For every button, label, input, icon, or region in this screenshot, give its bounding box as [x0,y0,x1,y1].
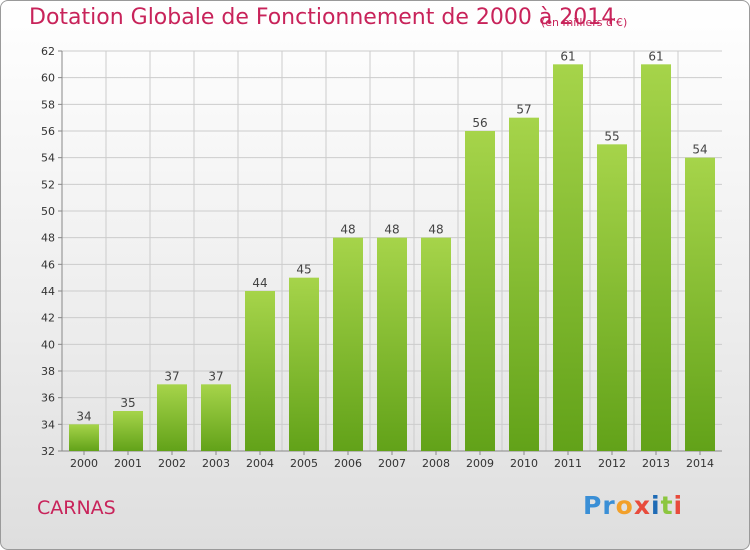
value-label-2006: 48 [340,223,355,237]
logo-letters-pr: Pr [583,491,616,520]
y-tick-label-36: 36 [41,392,55,405]
x-tick-label-2004: 2004 [246,457,274,470]
logo-letter-i2: i [673,491,684,520]
x-tick-label-2013: 2013 [642,457,670,470]
bar-2006 [333,237,363,451]
bar-2008 [421,237,451,451]
x-tick-label-2000: 2000 [70,457,98,470]
bar-2000 [69,424,99,451]
proxiti-logo[interactable]: Proxiti [583,491,683,520]
value-label-2004: 44 [252,276,267,290]
bar-2010 [509,117,539,452]
y-tick-label-44: 44 [41,285,55,298]
value-label-2013: 61 [648,49,663,63]
bar-2007 [377,237,407,451]
bar-2004 [245,291,275,451]
bars [69,64,715,452]
bar-2009 [465,131,495,451]
x-tick-label-2014: 2014 [686,457,714,470]
logo-letter-x: x [633,491,651,520]
x-tick-label-2011: 2011 [554,457,582,470]
y-tick-label-46: 46 [41,258,55,271]
logo-letter-i: i [650,491,661,520]
x-tick-label-2005: 2005 [290,457,318,470]
bar-2011 [553,64,583,452]
y-tick-label-50: 50 [41,205,55,218]
y-tick-label-40: 40 [41,338,55,351]
y-tick-label-38: 38 [41,365,55,378]
value-label-2010: 57 [516,103,531,117]
y-tick-label-32: 32 [41,445,55,458]
labels: 32 34 36 38 40 42 44 46 48 50 52 54 56 58 60 62 34 2000 35… [41,45,714,470]
bar-2003 [201,384,231,451]
value-label-2003: 37 [208,369,223,383]
x-tick-label-2012: 2012 [598,457,626,470]
bar-2002 [157,384,187,451]
value-label-2000: 34 [76,409,91,423]
x-tick-label-2003: 2003 [202,457,230,470]
commune-name: CARNAS [37,497,116,519]
x-tick-label-2008: 2008 [422,457,450,470]
value-label-2005: 45 [296,263,311,277]
y-tick-label-52: 52 [41,178,55,191]
value-label-2001: 35 [120,396,135,410]
x-tick-label-2001: 2001 [114,457,142,470]
value-label-2009: 56 [472,116,487,130]
y-tick-label-48: 48 [41,232,55,245]
bar-2014 [685,157,715,451]
logo-letter-o: o [615,491,634,520]
chart-title: Dotation Globale de Fonctionnement de 20… [29,5,616,30]
bar-2001 [113,411,143,451]
x-tick-label-2006: 2006 [334,457,362,470]
value-label-2011: 61 [560,49,575,63]
bar-2013 [641,64,671,452]
value-label-2007: 48 [384,223,399,237]
bar-2012 [597,144,627,452]
value-label-2002: 37 [164,369,179,383]
x-tick-label-2010: 2010 [510,457,538,470]
y-tick-label-60: 60 [41,72,55,85]
y-tick-label-58: 58 [41,98,55,111]
x-tick-label-2009: 2009 [466,457,494,470]
y-tick-label-54: 54 [41,152,55,165]
value-label-2012: 55 [604,129,619,143]
bar-2005 [289,277,319,451]
y-tick-label-62: 62 [41,45,55,58]
x-tick-label-2002: 2002 [158,457,186,470]
y-tick-label-56: 56 [41,125,55,138]
x-tick-label-2007: 2007 [378,457,406,470]
value-label-2014: 54 [692,143,707,157]
y-tick-label-34: 34 [41,418,55,431]
value-label-2008: 48 [428,223,443,237]
y-tick-label-42: 42 [41,312,55,325]
logo-letter-t: t [660,491,674,520]
unit-note: (en milliers d'€) [541,16,628,29]
